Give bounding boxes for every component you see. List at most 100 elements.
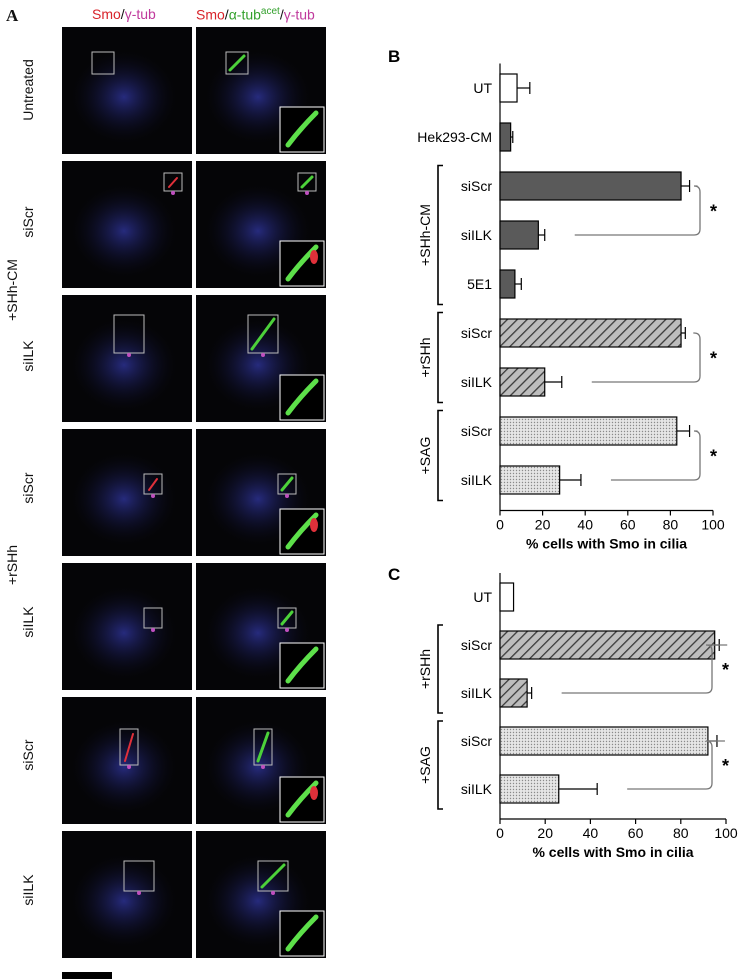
category-label: siILK: [461, 472, 493, 488]
col2-gamma: γ-tub: [283, 6, 315, 23]
group-bracket: [437, 624, 443, 714]
category-label: UT: [473, 589, 492, 605]
row-label-rshh-siilk: siILK: [20, 606, 36, 638]
row-label-untreated: Untreated: [20, 59, 36, 121]
micrograph-r5-c1: [62, 563, 192, 690]
significance-bracket: [591, 332, 701, 383]
panel-letter-c: C: [388, 565, 400, 584]
col1-gamma: γ-tub: [124, 6, 156, 22]
significance-star: *: [722, 660, 729, 680]
row-label-sishh-siscr: siScr: [20, 206, 36, 238]
significance-star: *: [722, 756, 729, 776]
row-label-row7-siilk: siILK: [20, 874, 36, 906]
group-label: +SAG: [417, 746, 433, 784]
x-tick-label: 60: [620, 517, 636, 533]
category-label: siScr: [461, 637, 492, 653]
category-label: 5E1: [467, 276, 492, 292]
significance-bracket: [627, 740, 725, 790]
row-label-sishh-siilk: siILK: [20, 340, 36, 372]
bar: [499, 582, 515, 612]
bar: [499, 630, 716, 660]
bar: [499, 416, 678, 446]
category-label: siILK: [461, 685, 493, 701]
micrograph-r3-c1: [62, 295, 192, 422]
bar: [499, 367, 546, 397]
category-label: siScr: [461, 733, 492, 749]
bar: [499, 318, 682, 348]
category-label: Hek293-CM: [417, 129, 492, 145]
micrograph-r5-c2: [196, 563, 326, 690]
column2-header: Smo/α-tubacet/γ-tub: [196, 6, 315, 23]
group-bracket: [437, 720, 443, 810]
micrograph-r3-c2: [196, 295, 326, 422]
group-label-shh-cm: +SHh-CM: [4, 259, 20, 321]
bar: [499, 73, 518, 103]
micrograph-r6-c1: [62, 697, 192, 824]
bar: [499, 122, 512, 152]
col2-alpha: α-tub: [228, 6, 261, 23]
row-label-rshh-siscr: siScr: [20, 472, 36, 504]
col1-sep: /: [120, 6, 125, 22]
significance-star: *: [710, 447, 717, 467]
x-tick-label: 40: [577, 517, 593, 533]
chart-b: B 0 20 40 60 80 100 % cells with Smo in cilia UT…: [388, 47, 725, 552]
panel-letter-b: B: [388, 47, 400, 66]
bar: [499, 269, 516, 299]
scale-bar: [62, 972, 112, 979]
category-label: UT: [473, 80, 492, 96]
significance-bracket: [610, 430, 701, 481]
x-tick-label: 80: [663, 517, 679, 533]
category-label: siILK: [461, 227, 493, 243]
chart-c: C 0 20 40 60 80 100 % cells with Smo in cilia UT…: [388, 565, 738, 860]
col2-smo: Smo: [196, 6, 225, 23]
bar: [499, 465, 561, 495]
x-tick-label: 80: [673, 825, 689, 841]
micrograph-r7-c1: [62, 831, 192, 958]
x-tick-label: 100: [701, 517, 725, 533]
x-tick-label: 20: [537, 825, 553, 841]
bar: [499, 678, 528, 708]
col2-sep1: /: [224, 6, 229, 23]
group-label: +SHh-CM: [417, 204, 433, 266]
micrograph-r2-c2: [196, 161, 326, 288]
significance-star: *: [710, 349, 717, 369]
column1-header: Smo/γ-tub: [92, 6, 156, 22]
category-label: siScr: [461, 423, 492, 439]
group-label: +rSHh: [417, 649, 433, 689]
x-tick-label: 40: [583, 825, 599, 841]
x-axis-title: % cells with Smo in cilia: [532, 844, 693, 860]
x-axis-title: % cells with Smo in cilia: [526, 536, 687, 552]
bar: [499, 220, 539, 250]
row-label-row6-siscr: siScr: [20, 739, 36, 771]
x-tick-label: 0: [496, 517, 504, 533]
significance-bracket: [561, 644, 728, 694]
significance-bracket: [574, 185, 701, 236]
micrograph-r4-c1: [62, 429, 192, 556]
panel-a-letter: A: [6, 6, 19, 25]
x-tick-label: 20: [535, 517, 551, 533]
group-bracket: [437, 409, 443, 502]
category-label: siILK: [461, 781, 493, 797]
x-tick-label: 100: [714, 825, 738, 841]
micrograph-r7-c2: [196, 831, 326, 958]
group-label: +SAG: [417, 437, 433, 475]
group-bracket: [437, 311, 443, 404]
bar: [499, 774, 560, 804]
bar: [499, 171, 682, 201]
category-label: siILK: [461, 374, 493, 390]
group-label-rshh: +rSHh: [4, 544, 20, 586]
group-bracket: [437, 164, 443, 306]
group-label: +rSHh: [417, 337, 433, 377]
micrograph-r6-c2: [196, 697, 326, 824]
micrograph-r2-c1: [62, 161, 192, 288]
micrograph-r1-c1: [62, 27, 192, 154]
significance-star: *: [710, 202, 717, 222]
col2-acet: acet: [260, 6, 280, 17]
col1-smo: Smo: [92, 6, 121, 22]
bar: [499, 726, 709, 756]
category-label: siScr: [461, 325, 492, 341]
micrograph-r1-c2: [196, 27, 326, 154]
micrograph-r4-c2: [196, 429, 326, 556]
x-tick-label: 0: [496, 825, 504, 841]
